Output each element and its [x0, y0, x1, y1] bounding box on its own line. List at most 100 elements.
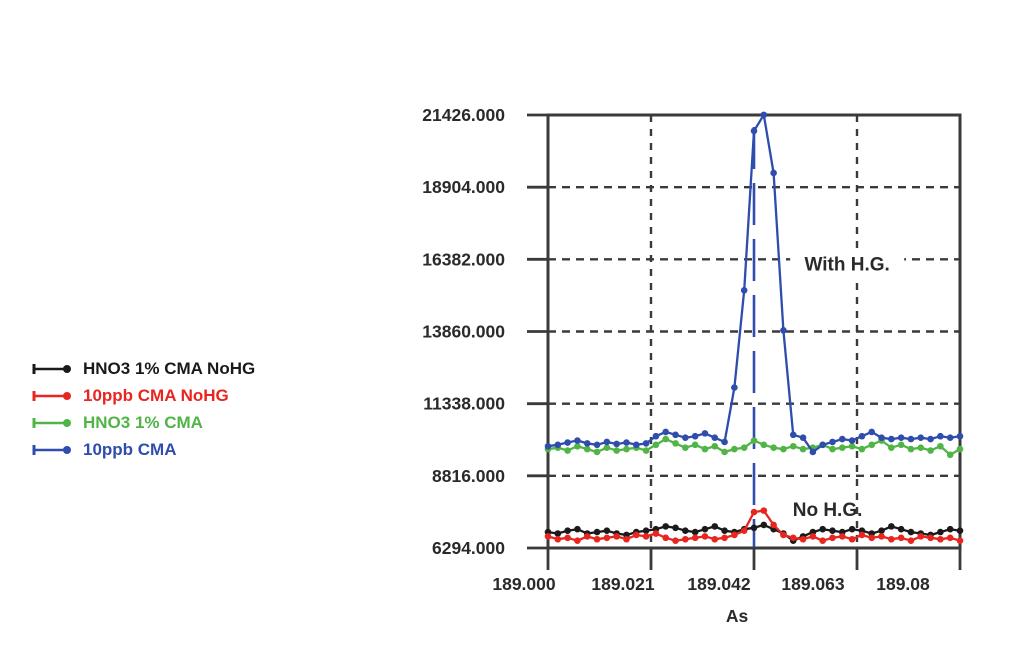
data-point-marker [780, 445, 787, 453]
data-point-marker [819, 525, 826, 533]
data-point-marker [593, 448, 601, 456]
data-point-marker [917, 434, 925, 441]
data-point-marker [848, 535, 856, 543]
data-point-marker [937, 442, 944, 450]
data-point-marker [956, 537, 964, 544]
y-tick-label: 21426.000 [422, 105, 505, 125]
legend-item-hno3-1-cma-nohg: HNO3 1% CMA NoHG [31, 355, 255, 382]
legend-series-marker-icon [32, 363, 71, 374]
data-point-marker [780, 327, 787, 334]
data-point-marker [829, 438, 836, 446]
data-point-marker [770, 444, 777, 451]
data-point-marker [642, 447, 650, 454]
data-point-marker [829, 534, 836, 542]
data-point-marker [564, 447, 571, 454]
data-point-marker [760, 441, 768, 449]
data-point-marker [750, 524, 758, 532]
data-point-marker [603, 444, 611, 451]
data-point-marker [701, 533, 709, 540]
data-point-marker [583, 533, 591, 540]
data-point-marker [927, 534, 934, 542]
y-tick-label: 8816.000 [432, 466, 505, 486]
annotation-label: With H.G. [805, 255, 890, 276]
data-point-marker [672, 524, 679, 532]
data-point-marker [701, 445, 709, 453]
data-point-marker [956, 527, 964, 534]
data-point-marker [603, 438, 611, 446]
plot-frame [527, 113, 962, 570]
legend-item-hno3-1-cma: HNO3 1% CMA [31, 409, 255, 436]
data-point-marker [888, 535, 895, 543]
data-point-marker [878, 533, 885, 540]
data-point-marker [682, 434, 689, 441]
data-point-marker [662, 523, 670, 530]
data-point-marker [848, 442, 856, 450]
data-point-marker [799, 434, 807, 441]
data-point-marker [711, 442, 719, 450]
data-point-marker [701, 525, 709, 533]
legend-series-marker-icon [32, 417, 71, 428]
data-point-marker [682, 444, 689, 451]
chart-legend: HNO3 1% CMA NoHG 10ppb CMA NoHG HNO3 1% CM… [31, 355, 255, 463]
data-point-marker [809, 533, 817, 540]
data-point-marker [907, 435, 915, 443]
series-10ppb-cma-nohg [544, 507, 964, 544]
legend-item-label: 10ppb CMA NoHG [83, 385, 229, 405]
legend-item-label: HNO3 1% CMA [83, 412, 203, 432]
data-point-marker [956, 432, 964, 440]
data-point-marker [564, 527, 571, 534]
data-point-marker [691, 528, 699, 536]
data-point-marker [907, 528, 915, 536]
x-tick-label: 189.042 [687, 574, 751, 594]
legend-item-label: 10ppb CMA [83, 439, 177, 459]
data-point-marker [888, 444, 895, 451]
data-point-marker [868, 534, 876, 542]
annotation-label: No H.G. [793, 500, 863, 521]
data-point-marker [682, 535, 689, 543]
data-point-marker [544, 442, 552, 450]
data-point-marker [731, 384, 738, 391]
data-point-marker [603, 527, 611, 534]
data-point-marker [838, 444, 846, 451]
data-point-marker [858, 445, 866, 453]
x-axis-title: As [726, 606, 749, 626]
data-point-marker [937, 528, 944, 536]
data-point-marker [750, 127, 758, 135]
data-point-marker [868, 441, 876, 449]
data-point-marker [897, 441, 905, 449]
data-point-marker [760, 507, 768, 514]
data-point-marker [809, 448, 817, 456]
data-point-marker [770, 169, 777, 177]
data-point-marker [672, 440, 679, 447]
data-point-marker [897, 434, 905, 441]
data-point-marker [642, 533, 650, 540]
data-point-marker [907, 537, 915, 544]
data-point-marker [623, 535, 630, 543]
y-tick-label: 6294.000 [432, 538, 505, 558]
data-point-marker [799, 535, 807, 543]
data-point-marker [593, 535, 601, 543]
annotation-no-h-g: No H.G. [793, 500, 863, 521]
data-point-marker [574, 437, 581, 444]
data-point-marker [897, 534, 905, 542]
data-point-marker [799, 445, 807, 453]
legend-item-label: HNO3 1% CMA NoHG [83, 358, 256, 378]
data-point-marker [946, 451, 954, 459]
data-point-marker [937, 535, 944, 543]
data-point-marker [888, 435, 895, 443]
data-point-marker [770, 521, 777, 529]
data-point-marker [574, 525, 581, 533]
y-tick-label: 18904.000 [422, 177, 505, 197]
data-point-marker [848, 525, 856, 533]
data-point-marker [554, 441, 562, 449]
data-point-marker [691, 441, 699, 449]
data-point-marker [564, 534, 571, 542]
data-point-marker [917, 444, 925, 451]
data-point-marker [652, 530, 660, 537]
data-point-marker [662, 435, 670, 443]
data-point-marker [740, 444, 748, 451]
data-point-marker [721, 438, 728, 446]
x-tick-label: 189.063 [781, 574, 845, 594]
data-point-marker [623, 439, 630, 446]
